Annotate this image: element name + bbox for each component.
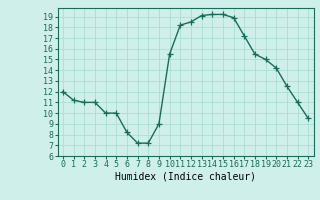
X-axis label: Humidex (Indice chaleur): Humidex (Indice chaleur) — [115, 172, 256, 182]
